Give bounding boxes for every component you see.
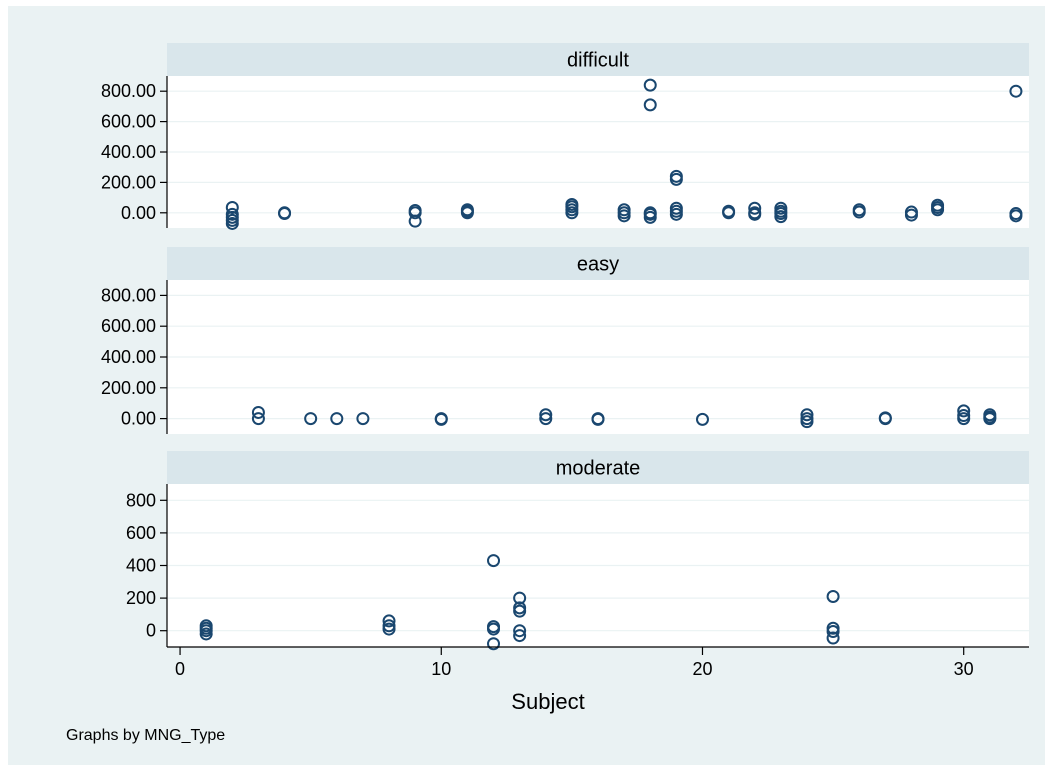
data-point <box>199 627 213 641</box>
y-tick-label: 0.00 <box>121 203 156 223</box>
data-point <box>382 622 396 636</box>
data-point <box>800 408 814 422</box>
panel-moderate: moderate 0 200 400 600 800 <box>126 451 1029 651</box>
panel-easy: easy 0.00 200.00 400.00 600.00 800.00 <box>101 247 1029 434</box>
data-point <box>513 629 527 643</box>
data-point <box>513 604 527 618</box>
data-point <box>356 412 370 426</box>
data-point <box>957 404 971 418</box>
y-tick-label: 800.00 <box>101 81 156 101</box>
data-point <box>643 98 657 112</box>
y-tick-label: 600.00 <box>101 316 156 336</box>
y-tick-label: 800 <box>126 490 156 510</box>
data-point <box>539 408 553 422</box>
data-point <box>487 622 501 636</box>
data-point <box>826 625 840 639</box>
data-point <box>852 205 866 219</box>
graphs-by-note: Graphs by MNG_Type <box>66 727 225 744</box>
x-tick-label: 20 <box>692 659 712 679</box>
chart-svg: difficult0.00200.00400.00600.00800.00eas… <box>66 43 1029 744</box>
data-point <box>251 405 265 419</box>
data-point <box>513 591 527 605</box>
data-point <box>251 412 265 426</box>
x-axis-title: Subject <box>511 689 584 714</box>
data-point <box>748 201 762 215</box>
data-point <box>1009 209 1023 223</box>
data-point <box>643 210 657 224</box>
data-point <box>382 614 396 628</box>
panel-difficult: difficult 0.00 200.00 400.00 600.00 800.00 <box>101 43 1029 230</box>
panel-strip <box>167 43 1029 76</box>
data-point <box>225 200 239 214</box>
data-point <box>774 210 788 224</box>
x-tick-label: 0 <box>175 659 185 679</box>
data-point <box>878 412 892 426</box>
data-point <box>957 412 971 426</box>
data-point <box>513 624 527 638</box>
panels-layer: difficult0.00200.00400.00600.00800.00eas… <box>101 43 1029 651</box>
y-tick-label: 200 <box>126 588 156 608</box>
y-tick-label: 400.00 <box>101 142 156 162</box>
y-tick-label: 800.00 <box>101 285 156 305</box>
x-tick-label: 10 <box>431 659 451 679</box>
data-point <box>800 415 814 429</box>
data-point <box>434 412 448 426</box>
data-point <box>931 203 945 217</box>
data-point <box>617 209 631 223</box>
data-point <box>695 412 709 426</box>
chart-figure: difficult 0.00 200.00 400.00 600.00 800.00 eas… <box>8 6 1045 765</box>
data-point <box>748 207 762 221</box>
y-tick-label: 200.00 <box>101 172 156 192</box>
panel-title: difficult <box>567 50 629 72</box>
data-point <box>330 412 344 426</box>
panel-title: moderate <box>556 458 641 480</box>
data-point <box>904 208 918 222</box>
data-point <box>669 207 683 221</box>
x-axis: 0 10 20 30 <box>167 646 1029 679</box>
data-point <box>304 412 318 426</box>
y-tick-label: 200.00 <box>101 378 156 398</box>
data-point <box>983 412 997 426</box>
y-tick-label: 0 <box>146 621 156 641</box>
data-point <box>826 589 840 603</box>
panel-strip <box>167 451 1029 484</box>
y-tick-label: 600 <box>126 523 156 543</box>
data-point <box>722 206 736 220</box>
data-point <box>643 78 657 92</box>
data-point <box>539 412 553 426</box>
data-point <box>460 206 474 220</box>
y-tick-label: 400 <box>126 556 156 576</box>
data-point <box>565 206 579 220</box>
data-point <box>487 554 501 568</box>
y-tick-label: 0.00 <box>121 409 156 429</box>
panel-strip <box>167 247 1029 280</box>
x-tick-label: 30 <box>954 659 974 679</box>
data-point <box>1009 84 1023 98</box>
panel-title: easy <box>577 254 619 276</box>
data-point <box>225 216 239 230</box>
y-tick-label: 400.00 <box>101 347 156 367</box>
data-point <box>826 631 840 645</box>
data-point <box>408 214 422 228</box>
data-point <box>669 172 683 186</box>
data-point <box>487 637 501 651</box>
data-point <box>278 207 292 221</box>
data-point <box>408 206 422 220</box>
y-tick-label: 600.00 <box>101 112 156 132</box>
data-point <box>591 412 605 426</box>
